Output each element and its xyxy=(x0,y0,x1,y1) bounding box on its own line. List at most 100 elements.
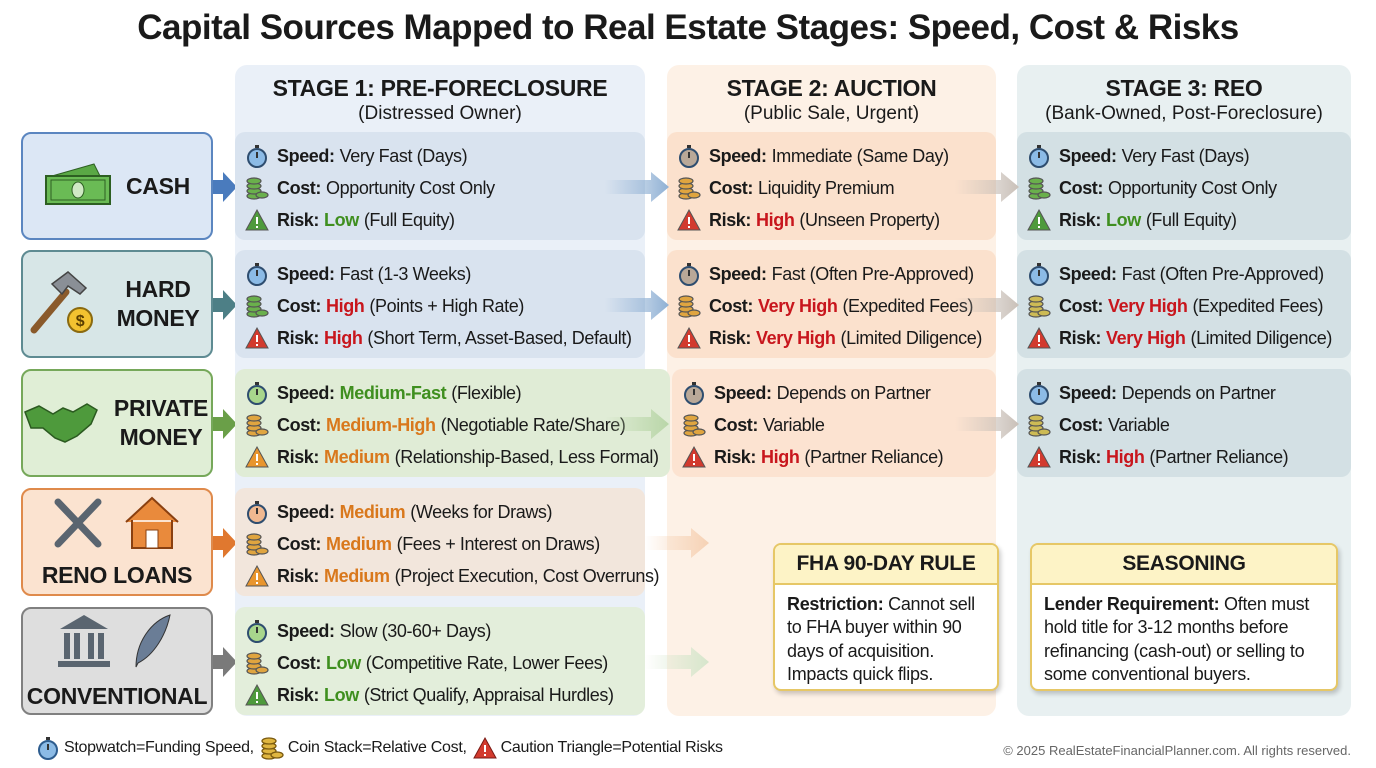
stage-title: STAGE 2: AUCTION xyxy=(726,75,937,101)
stopwatch-icon xyxy=(679,145,699,168)
speed-line: Speed: Slow (30-60+ Days) xyxy=(245,615,645,647)
caution-triangle-icon xyxy=(472,736,497,759)
speed-line: Speed: Fast (Often Pre-Approved) xyxy=(677,258,996,290)
speed-level: Medium-Fast xyxy=(339,382,447,403)
stopwatch-icon xyxy=(247,263,267,286)
fha-rule-note: FHA 90-DAY RULE Restriction: Cannot sell… xyxy=(773,543,999,691)
risk-level: Low xyxy=(324,209,359,230)
risk-label: Risk: xyxy=(709,327,752,348)
risk-label: Risk: xyxy=(277,565,320,586)
cost-line: Cost: High (Points + High Rate) xyxy=(245,290,645,322)
source-reno-loans: RENO LOANS xyxy=(21,488,213,596)
caution-triangle-icon xyxy=(1027,208,1051,231)
speed-label: Speed: xyxy=(1059,145,1117,166)
risk-line: Risk: High (Partner Reliance) xyxy=(1027,441,1351,473)
svg-text:$: $ xyxy=(76,313,85,330)
risk-label: Risk: xyxy=(709,209,752,230)
cost-detail: Opportunity Cost Only xyxy=(326,177,495,198)
stopwatch-icon xyxy=(1029,145,1049,168)
cost-label: Cost: xyxy=(1059,177,1103,198)
risk-label: Risk: xyxy=(1059,327,1102,348)
speed-label: Speed: xyxy=(277,263,335,284)
stage-subtitle: (Distressed Owner) xyxy=(358,103,522,124)
coin-stack-icon xyxy=(246,533,269,556)
cell-row1-stage2: Speed: Immediate (Same Day) Cost: Liquidity… xyxy=(667,132,996,240)
cost-detail: (Fees + Interest on Draws) xyxy=(396,533,601,554)
cost-label: Cost: xyxy=(709,177,753,198)
speed-line: Speed: Fast (Often Pre-Approved) xyxy=(1027,258,1351,290)
stage-connector-arrow xyxy=(645,647,709,677)
risk-level: Medium xyxy=(324,565,390,586)
cell-row2-stage3: Speed: Fast (Often Pre-Approved) Cost: Very… xyxy=(1017,250,1351,358)
caution-triangle-icon xyxy=(245,683,269,706)
coin-stack-icon xyxy=(261,737,284,760)
risk-label: Risk: xyxy=(277,446,320,467)
cost-line: Cost: Opportunity Cost Only xyxy=(1027,172,1351,204)
risk-line: Risk: High (Partner Reliance) xyxy=(682,441,996,473)
stopwatch-icon xyxy=(1029,263,1049,286)
coin-stack-icon xyxy=(1028,414,1051,437)
speed-line: Speed: Depends on Partner xyxy=(1027,377,1351,409)
cost-level: High xyxy=(326,295,365,316)
risk-detail: (Project Execution, Cost Overruns) xyxy=(394,565,660,586)
caution-triangle-icon xyxy=(677,326,701,349)
tools-house-icon xyxy=(52,494,182,557)
flow-arrow xyxy=(213,290,237,320)
speed-line: Speed: Very Fast (Days) xyxy=(245,140,645,172)
source-hard-money: $ HARD MONEY xyxy=(21,250,213,358)
speed-label: Speed: xyxy=(277,382,335,403)
risk-detail: (Partner Reliance) xyxy=(804,446,944,467)
speed-detail: Immediate (Same Day) xyxy=(771,145,949,166)
caution-triangle-icon xyxy=(245,445,269,468)
legend-speed: Stopwatch=Funding Speed, xyxy=(64,739,254,756)
risk-label: Risk: xyxy=(714,446,757,467)
risk-level: Low xyxy=(1106,209,1141,230)
speed-detail: Fast (Often Pre-Approved) xyxy=(1121,263,1324,284)
speed-line: Speed: Depends on Partner xyxy=(682,377,996,409)
risk-label: Risk: xyxy=(277,327,320,348)
handshake-icon xyxy=(23,396,99,451)
risk-detail: (Full Equity) xyxy=(1145,209,1237,230)
speed-label: Speed: xyxy=(714,382,772,403)
legend-risk: Caution Triangle=Potential Risks xyxy=(500,739,723,756)
coin-stack-icon xyxy=(1028,177,1051,200)
cost-line: Cost: Medium (Fees + Interest on Draws) xyxy=(245,528,645,560)
stage-connector-arrow xyxy=(955,290,1019,320)
speed-line: Speed: Very Fast (Days) xyxy=(1027,140,1351,172)
cost-label: Cost: xyxy=(714,414,758,435)
coin-stack-icon xyxy=(1028,295,1051,318)
cell-row1-stage3: Speed: Very Fast (Days) Cost: Opportunity C… xyxy=(1017,132,1351,240)
speed-line: Speed: Medium (Weeks for Draws) xyxy=(245,496,645,528)
risk-level: Medium xyxy=(324,446,390,467)
risk-level: Low xyxy=(324,684,359,705)
stage-title: STAGE 1: PRE-FORECLOSURE xyxy=(272,75,608,101)
cost-line: Cost: Very High (Expedited Fees) xyxy=(677,290,996,322)
risk-line: Risk: Medium (Project Execution, Cost Over… xyxy=(245,560,660,592)
coin-stack-icon xyxy=(246,295,269,318)
source-label: PRIVATE MONEY xyxy=(113,395,209,450)
flow-arrow xyxy=(213,528,237,558)
caution-triangle-icon xyxy=(245,326,269,349)
risk-detail: (Unseen Property) xyxy=(799,209,940,230)
source-label: RENO LOANS xyxy=(41,562,193,588)
flow-arrow xyxy=(213,409,237,439)
risk-level: High xyxy=(1106,446,1145,467)
speed-detail: Very Fast (Days) xyxy=(1121,145,1250,166)
cell-row3-stage3: Speed: Depends on Partner Cost: Variable Ris… xyxy=(1017,369,1351,477)
source-label: CONVENTIONAL xyxy=(26,683,208,709)
cost-label: Cost: xyxy=(709,295,753,316)
stage-connector-arrow xyxy=(605,172,669,202)
source-label: CASH xyxy=(126,172,190,199)
flow-arrow xyxy=(213,647,237,677)
speed-label: Speed: xyxy=(277,620,335,641)
cell-row3-stage2: Speed: Depends on Partner Cost: Variable Ris… xyxy=(672,369,996,477)
seasoning-note: SEASONING Lender Requirement: Often must… xyxy=(1030,543,1338,691)
stopwatch-icon xyxy=(684,382,704,405)
cost-line: Cost: Variable xyxy=(1027,409,1351,441)
source-conventional: CONVENTIONAL xyxy=(21,607,213,715)
speed-detail: Fast (Often Pre-Approved) xyxy=(771,263,974,284)
speed-detail: (Flexible) xyxy=(451,382,522,403)
cost-level: Very High xyxy=(758,295,838,316)
cost-line: Cost: Opportunity Cost Only xyxy=(245,172,645,204)
cost-label: Cost: xyxy=(277,295,321,316)
